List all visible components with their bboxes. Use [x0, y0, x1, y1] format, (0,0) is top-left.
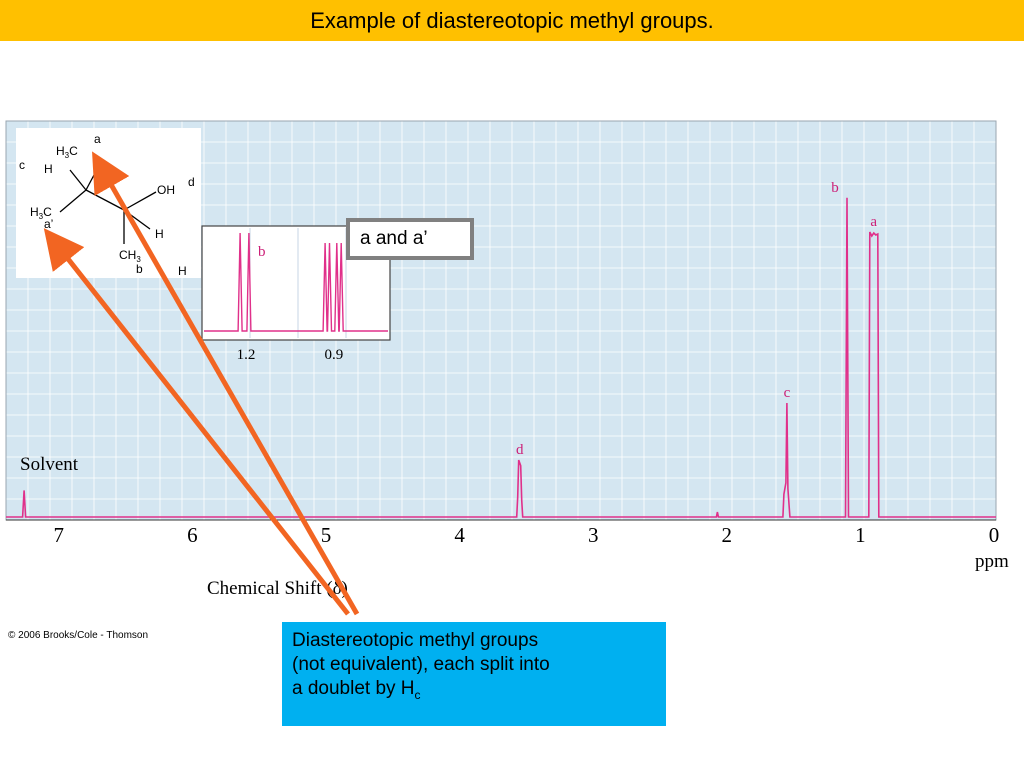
x-tick-label: 7 — [54, 523, 65, 547]
mol-ch3-sub: 3 — [136, 255, 141, 264]
x-axis-label: Chemical Shift (δ) — [207, 578, 348, 599]
mol-h-left: H — [44, 162, 53, 176]
x-tick-label: 2 — [722, 523, 733, 547]
inset-spectrum-trace — [204, 232, 388, 332]
molecule-box — [16, 128, 201, 278]
mol-label-a: a — [94, 132, 101, 146]
callout-line-2: (not equivalent), each split into — [292, 654, 550, 675]
mol-h3c-left-h: H — [30, 205, 39, 219]
mol-label-d: d — [188, 175, 195, 189]
inset-x-tick-label: 0.9 — [325, 347, 344, 363]
mol-h3c-top-c: C — [69, 144, 78, 158]
inset-peak-label-b: b — [258, 244, 266, 260]
peak-label-a: a — [870, 214, 877, 230]
mol-h3c-top-h: H — [56, 144, 65, 158]
peak-labels: d c b a — [516, 180, 877, 458]
svg-text:H3C: H3C — [56, 144, 78, 160]
mol-label-b: b — [136, 262, 143, 276]
solvent-label: Solvent — [20, 454, 79, 475]
callout-a-and-a-prime: a and a’ — [346, 218, 474, 260]
callout-line-3: a doublet by H — [292, 678, 415, 699]
inset-x-ticks: 1.2 0.9 — [237, 347, 344, 363]
svg-text:H3C: H3C — [30, 205, 52, 221]
x-axis-unit: ppm — [975, 551, 1009, 572]
x-tick-label: 3 — [588, 523, 599, 547]
peak-label-c: c — [784, 385, 791, 401]
x-axis-ticks: 7 6 5 4 3 2 1 0 — [54, 523, 1000, 547]
callout-line-1: Diastereotopic methyl groups — [292, 630, 539, 651]
mol-oh: OH — [157, 183, 175, 197]
callout-diastereotopic: Diastereotopic methyl groups (not equiva… — [282, 622, 666, 726]
molecule-structure: a H3C c H OH d H3C a’ H CH3 b H — [16, 128, 201, 278]
mol-h3c-left-c: C — [43, 205, 52, 219]
svg-text:CH3: CH3 — [119, 248, 141, 264]
mol-label-c: c — [19, 158, 25, 172]
mol-ch3-ch: CH — [119, 248, 136, 262]
inset-x-tick-label: 1.2 — [237, 347, 256, 363]
copyright-notice: © 2006 Brooks/Cole - Thomson — [8, 630, 149, 641]
mol-h3c-top-sub: 3 — [65, 151, 70, 160]
callout-line-3-sub: c — [414, 687, 421, 702]
x-tick-label: 5 — [321, 523, 332, 547]
x-tick-label: 1 — [855, 523, 866, 547]
arrow-to-a — [92, 151, 360, 616]
mol-h-right: H — [155, 227, 164, 241]
arrow-to-a-prime — [43, 228, 350, 616]
mol-label-a-prime: a’ — [44, 217, 53, 231]
mol-h3c-left-sub: 3 — [39, 212, 44, 221]
x-tick-label: 4 — [454, 523, 465, 547]
peak-label-d: d — [516, 442, 524, 458]
mol-h-bottom: H — [178, 264, 187, 278]
x-tick-label: 6 — [187, 523, 198, 547]
slide-title: Example of diastereotopic methyl groups. — [0, 0, 1024, 41]
spectrum-trace — [6, 197, 996, 518]
x-tick-label: 0 — [989, 523, 1000, 547]
peak-label-b: b — [831, 180, 839, 196]
